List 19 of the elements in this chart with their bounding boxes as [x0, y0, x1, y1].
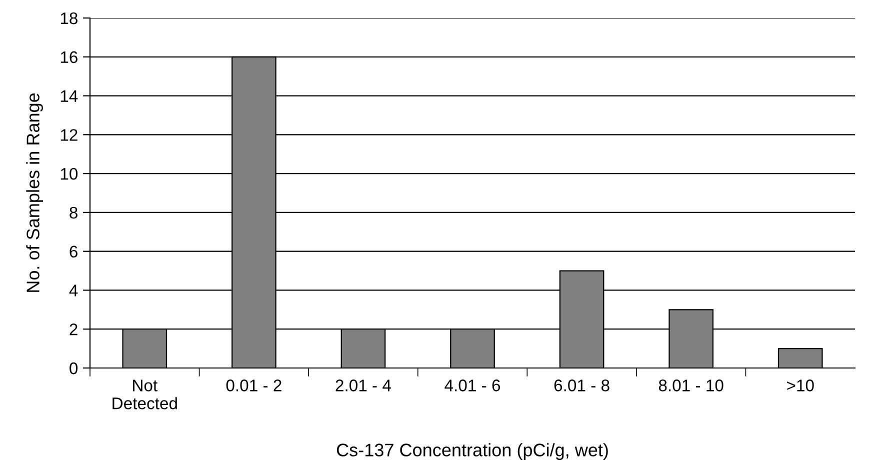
x-axis-title: Cs-137 Concentration (pCi/g, wet) [336, 443, 608, 460]
y-tick-label: 2 [70, 324, 78, 336]
y-tick-label: 4 [69, 284, 78, 296]
x-tick-label: 2.01 - 4 [336, 380, 391, 392]
x-tick-label: 4.01 - 6 [444, 380, 500, 392]
y-tick-label: 18 [60, 12, 78, 24]
y-tick-label: 0 [70, 362, 78, 374]
x-tick-label: 0.01 - 2 [226, 380, 282, 392]
y-tick-label: 12 [60, 129, 78, 141]
x-tick-label: >10 [787, 380, 814, 392]
y-tick-label: 10 [60, 168, 78, 180]
y-tick-label: 6 [70, 246, 78, 258]
y-tick-label: 14 [60, 90, 78, 102]
x-tick-label: 6.01 - 8 [554, 380, 610, 392]
x-tick-label: Not Detected [112, 380, 177, 410]
x-tick-label: 8.01 - 10 [658, 380, 724, 392]
y-tick-label: 16 [60, 51, 78, 64]
y-axis-title: No. of Samples in Range [26, 93, 43, 292]
y-tick-label: 8 [70, 206, 78, 219]
